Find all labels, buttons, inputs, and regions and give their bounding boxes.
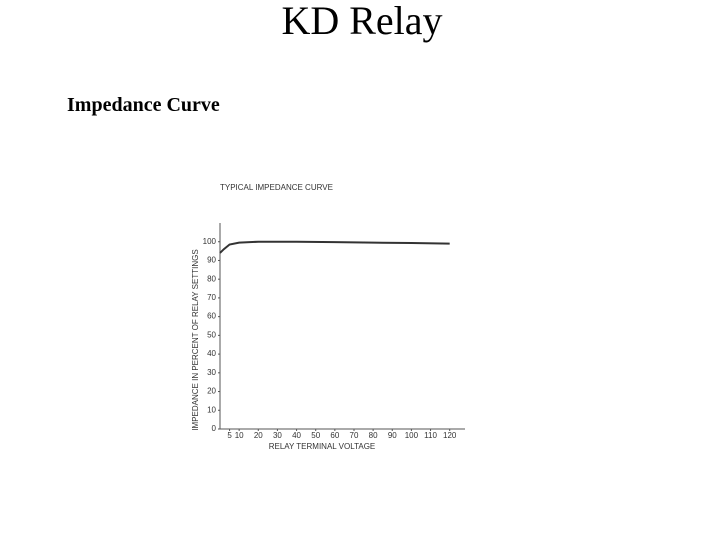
x-tick-label: 80	[369, 431, 378, 440]
y-tick-label: 30	[207, 368, 216, 377]
x-tick-label: 30	[273, 431, 282, 440]
slide-subtitle: Impedance Curve	[67, 94, 220, 116]
x-tick-label: 40	[292, 431, 301, 440]
slide-title: KD Relay	[281, 0, 442, 43]
x-tick-label: 5	[227, 431, 232, 440]
y-tick-label: 40	[207, 349, 216, 358]
y-tick-label: 80	[207, 274, 216, 283]
x-tick-label: 120	[443, 431, 457, 440]
line-series	[219, 240, 450, 254]
x-tick-label: 90	[388, 431, 397, 440]
y-tick-label: 20	[207, 387, 216, 396]
x-tick-label: 20	[254, 431, 263, 440]
y-tick-label: 90	[207, 256, 216, 265]
y-tick-label: 70	[207, 293, 216, 302]
y-tick-label: 0	[212, 424, 217, 433]
x-tick-label: 70	[350, 431, 359, 440]
x-tick-label: 50	[311, 431, 320, 440]
chart-title: TYPICAL IMPEDANCE CURVE	[220, 183, 333, 192]
y-tick-label: 100	[203, 237, 217, 246]
x-tick-label: 10	[235, 431, 244, 440]
y-tick-label: 50	[207, 330, 216, 339]
y-tick-label: 60	[207, 312, 216, 321]
y-axis-label: IMPEDANCE IN PERCENT OF RELAY SETTINGS	[191, 249, 200, 430]
y-tick-label: 10	[207, 405, 216, 414]
x-tick-label: 110	[424, 431, 437, 440]
x-tick-label: 100	[405, 431, 419, 440]
x-tick-label: 60	[330, 431, 339, 440]
x-axis-label: RELAY TERMINAL VOLTAGE	[269, 442, 376, 451]
